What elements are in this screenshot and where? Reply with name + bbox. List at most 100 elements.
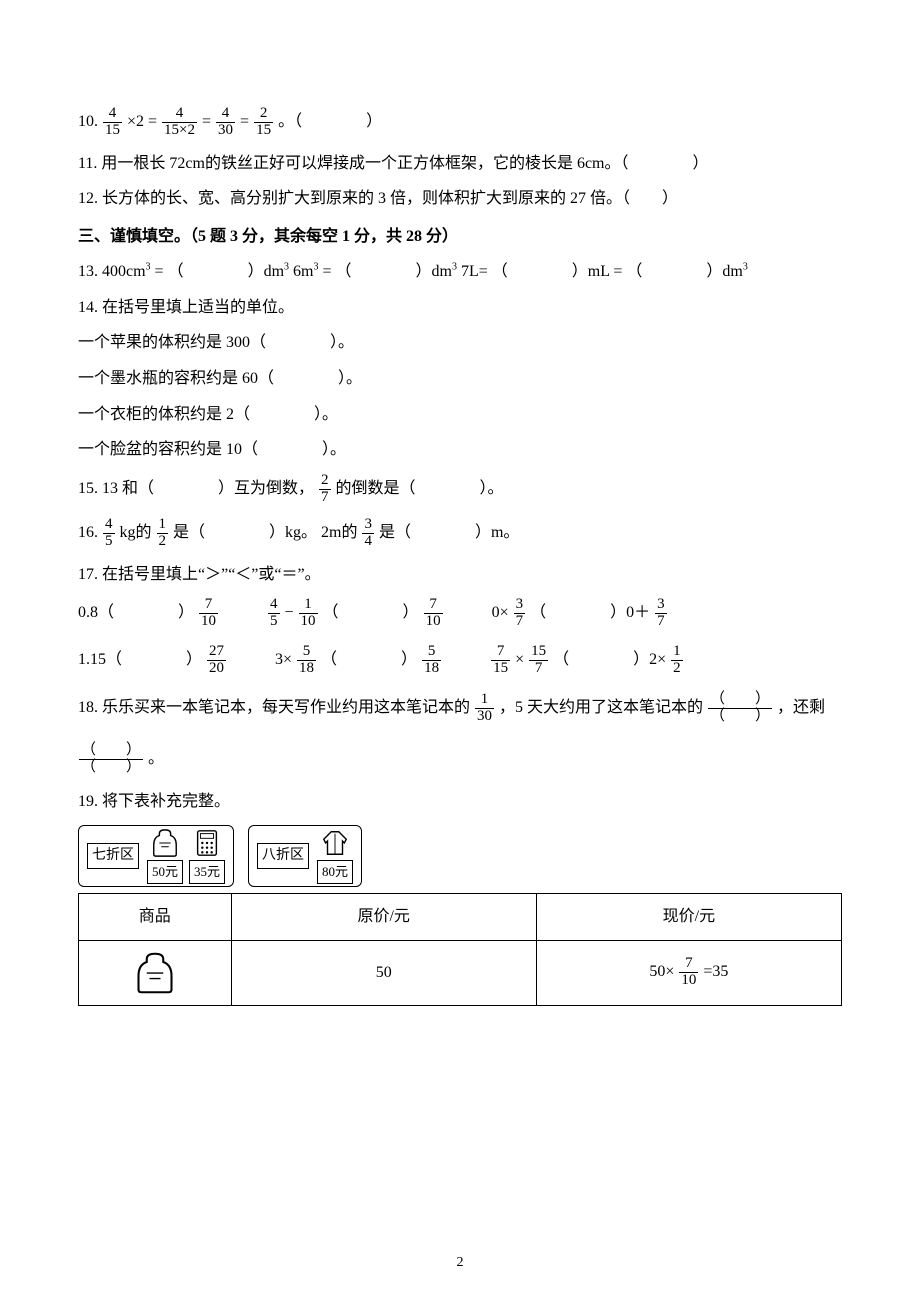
text: 是（ ）m。 [379, 524, 519, 541]
col-product: 商品 [79, 894, 232, 941]
text: 一个墨水瓶的容积约是 60（ ）。 [78, 370, 362, 387]
text: = [202, 113, 211, 130]
fraction: 710 [199, 597, 218, 630]
text: 7L= （ ）mL = （ ）dm [461, 263, 743, 280]
text: ，还剩 [777, 699, 825, 716]
text: 。 [148, 750, 164, 767]
exam-page: 10. 4 15 ×2 = 4 15×2 = 4 30 = 2 15 。（ ） … [0, 0, 920, 1302]
fraction: 37 [655, 597, 667, 630]
fraction: 12 [671, 644, 683, 677]
cell-current-price: 50× 710 =35 [536, 940, 841, 1005]
text: （ ）0＋ [530, 604, 650, 621]
text: 50× [649, 963, 674, 980]
fraction: 4 15 [103, 106, 122, 139]
table-row: 50 50× 710 =35 [79, 940, 842, 1005]
question-14-line1: 一个苹果的体积约是 300（ ）。 [78, 330, 842, 356]
text: （ ） [323, 604, 419, 621]
q10-number: 10. [78, 113, 98, 130]
price-table: 商品 原价/元 现价/元 50 50× 710 =35 [78, 893, 842, 1006]
backpack-icon [150, 828, 180, 858]
question-17-head: 17. 在括号里填上“＞”“＜”或“＝”。 [78, 562, 842, 588]
fraction: 4 30 [216, 106, 235, 139]
text: ×2 = [127, 113, 157, 130]
text: （ ）2× [553, 651, 666, 668]
text: = [240, 113, 249, 130]
promo-box-80: 八折区 80元 [248, 825, 362, 887]
question-17-row1: 0.8（ ） 710 45 − 110 （ ） 710 0× 37 （ ）0＋ … [78, 597, 842, 630]
question-18-cont: （ ）（ ） 。 [78, 743, 842, 776]
fraction: 2 15 [254, 106, 273, 139]
page-number: 2 [0, 1252, 920, 1274]
discount-tag: 七折区 [87, 843, 139, 869]
fraction: 37 [514, 597, 526, 630]
section-3-heading: 三、谨慎填空。（5 题 3 分，其余每空 1 分，共 28 分） [78, 224, 842, 250]
text: 的倒数是（ ）。 [336, 480, 504, 497]
fraction: 4 5 [103, 517, 115, 550]
calculator-icon [192, 828, 222, 858]
text: = （ ）dm [322, 263, 451, 280]
superscript: 3 [313, 262, 318, 273]
fraction: 518 [297, 644, 316, 677]
text: − [285, 604, 294, 621]
answer-blank: 。（ ） [278, 113, 382, 130]
fraction: 45 [268, 597, 280, 630]
fraction: 4 15×2 [162, 106, 197, 139]
fraction: 715 [491, 644, 510, 677]
question-17-row2: 1.15（ ） 2720 3× 518 （ ） 518 715 × 157 （ … [78, 644, 842, 677]
fraction: 110 [299, 597, 318, 630]
text: 一个衣柜的体积约是 2（ ）。 [78, 406, 338, 423]
fraction: 130 [475, 692, 494, 725]
text: 15. 13 和（ ）互为倒数， [78, 480, 314, 497]
text: 11. 用一根长 72cm的铁丝正好可以焊接成一个正方体框架，它的棱长是 6cm… [78, 155, 709, 172]
superscript: 3 [146, 262, 151, 273]
item-backpack: 50元 [147, 828, 183, 885]
superscript: 3 [743, 262, 748, 273]
superscript: 3 [452, 262, 457, 273]
fraction-blank: （ ）（ ） [708, 692, 772, 725]
text: 0× [492, 604, 509, 621]
text: 12. 长方体的长、宽、高分别扩大到原来的 3 倍，则体积扩大到原来的 27 倍… [78, 190, 678, 207]
backpack-icon [132, 951, 178, 995]
text: 16. [78, 524, 102, 541]
question-14-head: 14. 在括号里填上适当的单位。 [78, 295, 842, 321]
fraction: 518 [422, 644, 441, 677]
text: 18. 乐乐买来一本笔记本，每天写作业约用这本笔记本的 [78, 699, 470, 716]
fraction-blank: （ ）（ ） [79, 743, 143, 776]
fraction: 2 7 [319, 473, 331, 506]
text: =35 [703, 963, 728, 980]
text: × [515, 651, 524, 668]
price-tag: 80元 [317, 860, 353, 885]
col-current-price: 现价/元 [536, 894, 841, 941]
text: kg的 [120, 524, 152, 541]
text: 0.8（ ） [78, 604, 194, 621]
cell-product-icon [79, 940, 232, 1005]
text: 19. 将下表补充完整。 [78, 793, 230, 810]
text: 一个脸盆的容积约是 10（ ）。 [78, 441, 346, 458]
superscript: 3 [284, 262, 289, 273]
text: 6m [293, 263, 313, 280]
item-calculator: 35元 [189, 828, 225, 885]
col-original-price: 原价/元 [231, 894, 536, 941]
item-jacket: 80元 [317, 828, 353, 885]
question-11: 11. 用一根长 72cm的铁丝正好可以焊接成一个正方体框架，它的棱长是 6cm… [78, 151, 842, 177]
fraction: 1 2 [157, 517, 169, 550]
table-header-row: 商品 原价/元 现价/元 [79, 894, 842, 941]
text: ，5 天大约用了这本笔记本的 [499, 699, 703, 716]
fraction: 2720 [207, 644, 226, 677]
text: 14. 在括号里填上适当的单位。 [78, 299, 294, 316]
heading-text: 三、谨慎填空。（5 题 3 分，其余每空 1 分，共 28 分） [78, 228, 458, 245]
promo-row: 七折区 50元 35元 [78, 825, 842, 887]
question-12: 12. 长方体的长、宽、高分别扩大到原来的 3 倍，则体积扩大到原来的 27 倍… [78, 186, 842, 212]
promo-box-70: 七折区 50元 35元 [78, 825, 234, 887]
question-18: 18. 乐乐买来一本笔记本，每天写作业约用这本笔记本的 130 ，5 天大约用了… [78, 692, 842, 725]
question-19-head: 19. 将下表补充完整。 [78, 789, 842, 815]
jacket-icon [320, 828, 350, 858]
text: （ ） [321, 651, 417, 668]
price-tag: 50元 [147, 860, 183, 885]
cell-original-price: 50 [231, 940, 536, 1005]
text: 1.15（ ） [78, 651, 202, 668]
text: 17. 在括号里填上“＞”“＜”或“＝”。 [78, 566, 321, 583]
text: 一个苹果的体积约是 300（ ）。 [78, 334, 354, 351]
text: 3× [275, 651, 292, 668]
question-13: 13. 400cm3 = （ ）dm3 6m3 = （ ）dm3 7L= （ ）… [78, 259, 842, 285]
